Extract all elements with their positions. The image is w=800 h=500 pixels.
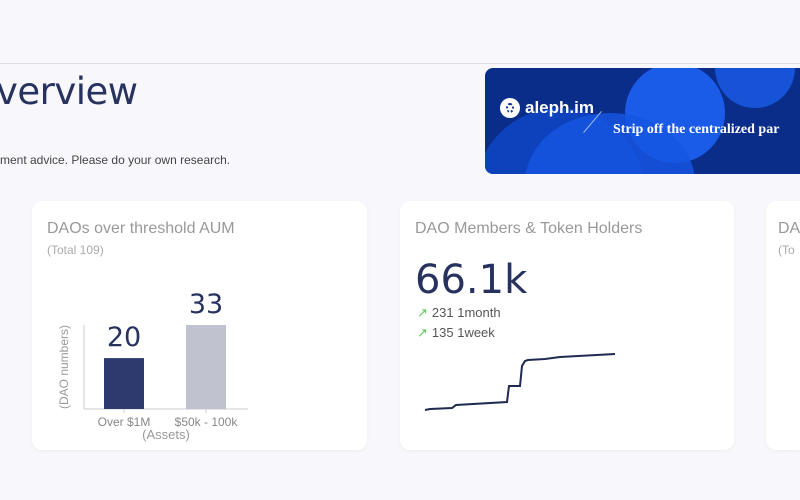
x-tick-label: Over $1M [98, 415, 151, 429]
card-title: DA [778, 220, 800, 237]
members-total: 66.1k [415, 257, 528, 303]
aleph-logo-icon [500, 98, 520, 118]
banner-tagline: Strip off the centralized par [613, 122, 780, 137]
arrow-up-right-icon: ↗ [417, 305, 428, 320]
arrow-up-right-icon: ↗ [417, 325, 428, 340]
bar [186, 325, 226, 409]
y-axis-label: (DAO numbers) [57, 325, 71, 409]
members-sparkline [424, 353, 616, 411]
bar-value-label: 33 [189, 289, 223, 320]
bar [104, 358, 144, 409]
delta-month: ↗ 231 1month [417, 305, 501, 321]
third-card: DA (To [766, 201, 800, 450]
delta-week: ↗ 135 1week [417, 325, 495, 341]
brand-name: aleph.im [525, 98, 594, 117]
aleph-banner[interactable]: aleph.im Strip off the centralized par [485, 68, 800, 174]
aum-bar-chart: 20 Over $1M 33 $50k - 100k(Assets) (DAO numb… [57, 289, 248, 442]
aum-card: DAOs over threshold AUM (Total 109) 20 Ov… [32, 201, 367, 450]
x-tick-label: $50k - 100k [175, 415, 239, 429]
card-title: DAOs over threshold AUM [47, 220, 235, 237]
card-title: DAO Members & Token Holders [415, 220, 643, 237]
delta-text: 135 1week [431, 325, 495, 340]
x-axis-label: (Assets) [142, 427, 190, 442]
card-subtitle: (To [778, 243, 795, 257]
header-divider [0, 63, 800, 64]
card-subtitle: (Total 109) [47, 243, 104, 257]
delta-text: 231 1month [431, 305, 501, 320]
page-title: verview [0, 70, 138, 113]
members-card: DAO Members & Token Holders 66.1k ↗ 231 1… [400, 201, 734, 450]
aleph-logo: aleph.im [500, 98, 594, 118]
disclaimer-text: ment advice. Please do your own research… [0, 153, 231, 167]
bar-value-label: 20 [107, 322, 141, 353]
sparkline-path [424, 353, 616, 411]
